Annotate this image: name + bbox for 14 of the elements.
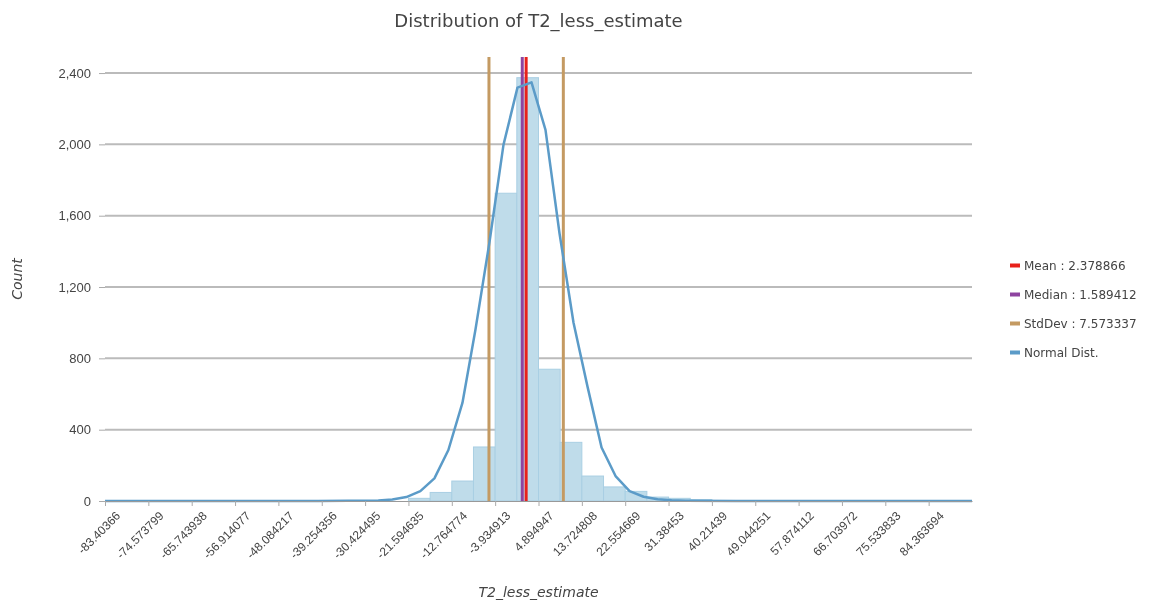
- y-axis-title: Count: [9, 257, 25, 300]
- y-tick-label: 2,400: [58, 65, 91, 81]
- y-tick-label: 1,600: [58, 208, 91, 224]
- text: Median : 1.589412: [1024, 287, 1137, 302]
- y-tick-label: 800: [69, 351, 91, 367]
- y-tick-label: 0: [83, 493, 91, 509]
- y-tick-label: 400: [69, 422, 91, 438]
- y-tick-label: 1,200: [58, 279, 91, 295]
- text: StdDev : 7.573337: [1024, 316, 1137, 331]
- x-axis-title: T2_less_estimate: [478, 584, 599, 600]
- text: Mean : 2.378866: [1024, 258, 1126, 273]
- chart-title: Distribution of T2_less_estimate: [394, 10, 683, 32]
- y-tick-label: 2,000: [58, 137, 91, 153]
- legend-label: Normal Dist.: [1024, 345, 1099, 360]
